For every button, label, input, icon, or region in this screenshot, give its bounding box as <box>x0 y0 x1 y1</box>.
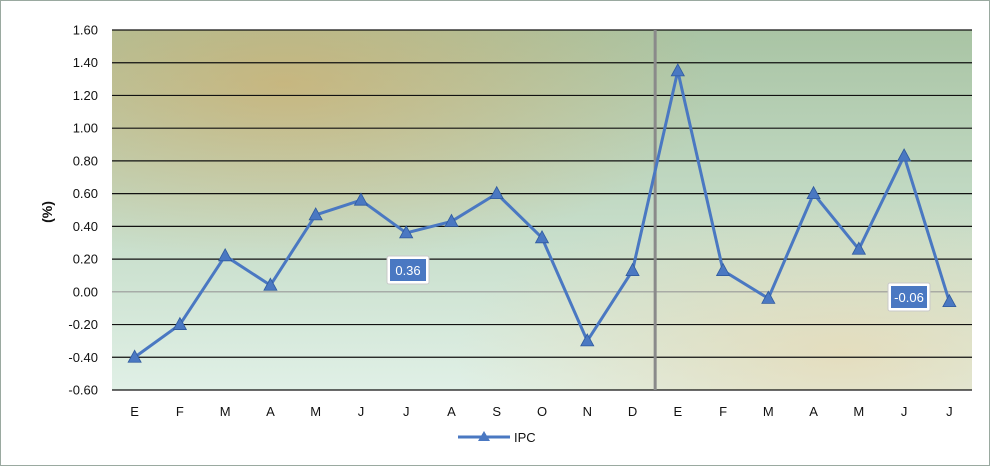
y-tick-label: 1.60 <box>73 23 98 38</box>
y-tick-label: -0.60 <box>68 383 98 398</box>
x-tick-label: M <box>220 404 231 419</box>
x-tick-label: A <box>266 404 275 419</box>
data-point-marker <box>127 349 142 363</box>
data-point-marker <box>444 213 459 227</box>
data-label-fill <box>390 259 426 281</box>
x-tick-label: F <box>176 404 184 419</box>
data-point-marker <box>580 333 595 347</box>
data-label-text: 0.36 <box>395 263 420 278</box>
data-point-marker <box>715 262 731 276</box>
y-tick-label: -0.20 <box>68 317 98 332</box>
plot-area-basket-decoration <box>112 30 972 390</box>
x-tick-label: J <box>901 404 908 419</box>
data-point-marker <box>489 185 504 200</box>
data-point-marker <box>761 290 776 304</box>
data-point-marker <box>399 225 414 239</box>
y-tick-label: 0.80 <box>73 153 98 168</box>
x-tick-label: E <box>130 404 139 419</box>
x-tick-label: D <box>628 404 637 419</box>
data-point-marker <box>308 207 323 221</box>
y-tick-label: 1.00 <box>73 121 98 136</box>
x-tick-label: E <box>673 404 682 419</box>
y-axis-ticks: -0.60 -0.40 -0.20 0.00 0.20 0.40 0.60 0.80 1.00 1… <box>68 23 98 398</box>
data-labels: 0.36 -0.06 <box>386 255 931 312</box>
data-point-marker <box>806 185 821 200</box>
x-tick-label: F <box>719 404 727 419</box>
data-point-marker <box>263 277 278 291</box>
data-point-marker <box>942 293 957 308</box>
x-tick-label: M <box>853 404 864 419</box>
y-tick-label: -0.40 <box>68 350 98 365</box>
legend: IPC <box>458 430 536 445</box>
data-point-marker <box>217 247 233 262</box>
y-tick-label: 0.00 <box>73 284 98 299</box>
y-tick-label: 0.60 <box>73 186 98 201</box>
data-point-marker <box>353 192 369 206</box>
legend-triangle-icon <box>478 431 490 441</box>
x-tick-label: J <box>403 404 410 419</box>
x-tick-label: M <box>310 404 321 419</box>
series-markers <box>127 63 957 363</box>
y-tick-label: 1.20 <box>73 88 98 103</box>
x-tick-label: A <box>447 404 456 419</box>
data-point-marker <box>851 241 867 255</box>
data-label-fill <box>891 286 927 308</box>
x-tick-label: O <box>537 404 547 419</box>
x-tick-label: M <box>763 404 774 419</box>
grid-lines <box>112 29 972 391</box>
data-point-marker <box>896 148 912 162</box>
data-point-marker <box>670 63 685 77</box>
data-point-marker <box>534 229 550 244</box>
x-tick-label: J <box>946 404 953 419</box>
x-tick-label: J <box>358 404 365 419</box>
data-label-text: -0.06 <box>894 290 924 305</box>
y-tick-label: 0.20 <box>73 252 98 267</box>
data-point-marker <box>625 262 640 276</box>
data-point-marker <box>172 316 188 330</box>
x-tick-label: S <box>492 404 501 419</box>
y-tick-label: 0.40 <box>73 219 98 234</box>
x-tick-label: N <box>583 404 592 419</box>
legend-label-ipc: IPC <box>514 430 536 445</box>
y-tick-label: 1.40 <box>73 55 98 70</box>
x-tick-label: A <box>809 404 818 419</box>
y-axis-label: (%) <box>39 201 55 223</box>
